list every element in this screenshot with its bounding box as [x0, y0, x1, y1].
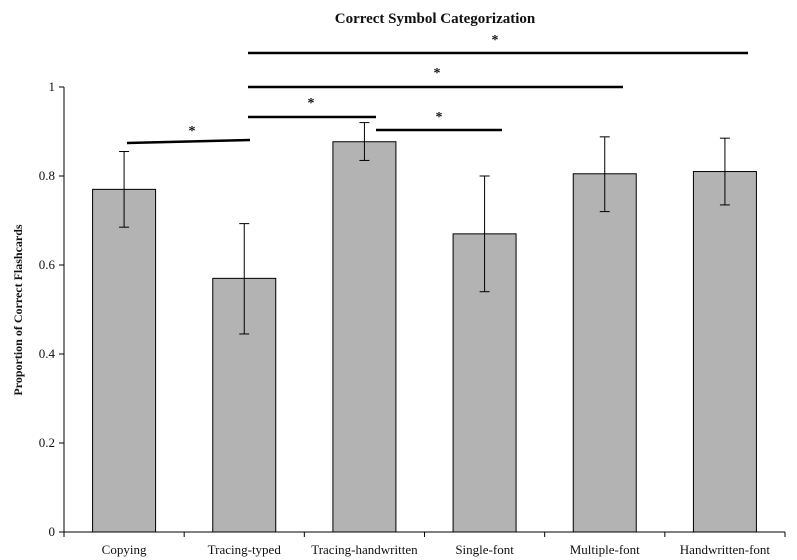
x-tick-label: Multiple-font [570, 542, 640, 557]
y-tick-label: 0.2 [39, 435, 55, 450]
significance-annotations: * * * * * [126, 33, 748, 145]
bar [332, 141, 397, 533]
bar [92, 188, 157, 533]
bar [692, 171, 757, 533]
y-tick-label: 1 [49, 79, 56, 94]
y-tick-label: 0.6 [39, 257, 56, 272]
x-tick-label: Handwritten-font [680, 542, 771, 557]
x-tick-labels: Copying Tracing-typed Tracing-handwritten S… [102, 542, 771, 557]
x-tick-label: Tracing-handwritten [311, 542, 418, 557]
significance-line [126, 138, 251, 145]
significance-star: * [189, 124, 196, 139]
chart-title: Correct Symbol Categorization [335, 11, 536, 27]
x-tick-label: Single-font [455, 542, 514, 557]
x-tick-label: Tracing-typed [208, 542, 282, 557]
bar [572, 173, 637, 533]
significance-star: * [308, 96, 315, 111]
x-tick-label: Copying [102, 542, 147, 557]
y-axis-label: Proportion of Correct Flashcards [11, 224, 25, 396]
significance-star: * [492, 33, 499, 48]
significance-star: * [434, 66, 441, 81]
bars [92, 141, 757, 533]
y-tick-label: 0.4 [39, 346, 56, 361]
y-tick-label: 0.8 [39, 168, 55, 183]
axes: 0 0.2 0.4 0.6 0.8 1 [39, 79, 786, 539]
y-tick-label: 0 [49, 524, 56, 539]
significance-star: * [436, 110, 443, 125]
error-bars [119, 122, 730, 335]
